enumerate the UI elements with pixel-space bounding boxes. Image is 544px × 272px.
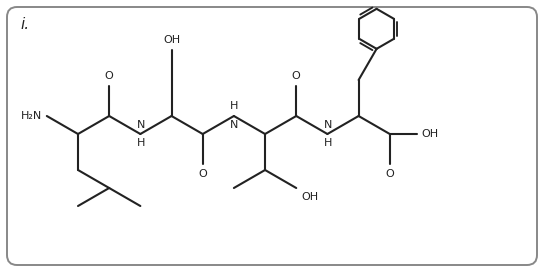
Text: H: H: [230, 101, 238, 111]
Text: H: H: [324, 138, 332, 148]
Text: N: N: [137, 120, 146, 130]
Text: i.: i.: [20, 17, 29, 32]
Text: N: N: [230, 120, 238, 130]
FancyBboxPatch shape: [7, 7, 537, 265]
Text: N: N: [324, 120, 332, 130]
Text: OH: OH: [163, 35, 180, 45]
Text: O: O: [292, 72, 301, 82]
Text: O: O: [385, 169, 394, 178]
Text: O: O: [105, 72, 114, 82]
Text: OH: OH: [422, 129, 439, 139]
Text: H₂N: H₂N: [21, 111, 42, 121]
Text: O: O: [199, 169, 207, 178]
Text: OH: OH: [301, 192, 318, 202]
Text: H: H: [137, 138, 146, 148]
